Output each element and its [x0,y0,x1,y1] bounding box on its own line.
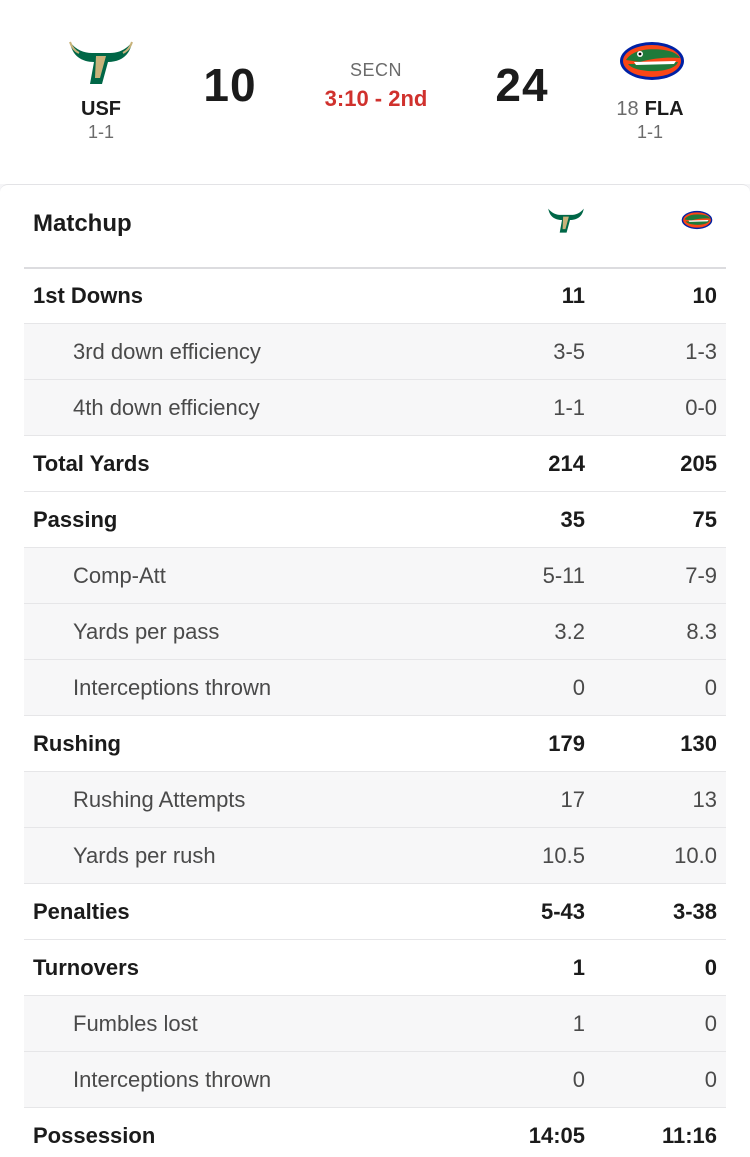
stat-row-yards-per-pass: Yards per pass 3.2 8.3 [24,604,726,660]
home-stat-value: 0 [704,675,717,700]
away-stat-value: 1 [572,955,585,980]
home-stat-value: 205 [680,451,717,476]
away-stat-value: 11 [561,283,585,308]
stat-label: 4th down efficiency [73,395,260,420]
stat-label: Total Yards [33,451,150,476]
usf-bull-horns-icon[interactable] [66,36,136,88]
stat-label: Passing [33,507,118,532]
stat-label: Rushing [33,731,121,756]
away-stat-value: 10.5 [542,843,585,868]
away-stat-value: 1 [572,1011,585,1036]
away-stat-value: 14:05 [528,1123,585,1148]
scoreboard-header: USF 1-1 10 SECN 3:10 - 2nd 24 18 FLA 1-1 [0,0,750,184]
home-team-record: 1-1 [636,122,663,142]
home-team-abbr-text: FLA [644,98,684,120]
matchup-header: Matchup [24,185,726,269]
stat-label: Interceptions thrown [73,675,272,700]
stat-row-turnover-interceptions: Interceptions thrown 0 0 [24,1052,726,1108]
home-score: 24 [495,59,549,111]
home-stat-value: 130 [680,731,717,756]
home-team-abbr[interactable]: 18 FLA [600,98,700,121]
stat-row-possession: Possession 14:05 11:16 [24,1108,726,1157]
away-score: 10 [203,59,257,111]
usf-column-icon [546,205,586,235]
stat-label: Turnovers [33,955,139,980]
home-stat-value: 10 [692,283,717,308]
home-stat-value: 7-9 [685,563,717,588]
stat-row-3rd-down-efficiency: 3rd down efficiency 3-5 1-3 [24,324,726,380]
stat-label: Yards per rush [73,843,216,868]
game-clock: 3:10 - 2nd [324,86,428,111]
home-stat-value: 13 [692,787,717,812]
home-stat-value: 75 [692,507,717,532]
stat-label: 3rd down efficiency [73,339,261,364]
stat-row-passing: Passing 35 75 [24,492,726,548]
stat-row-total-yards: Total Yards 214 205 [24,436,726,492]
away-stat-value: 214 [548,451,585,476]
matchup-card: Matchup 1st Downs 11 [0,184,750,1157]
home-stat-value: 0 [704,955,717,980]
stat-row-rushing-attempts: Rushing Attempts 17 13 [24,772,726,828]
away-stat-value: 17 [560,787,585,812]
stat-label: Yards per pass [73,619,220,644]
home-stat-value: 0-0 [685,395,717,420]
home-stat-value: 1-3 [685,339,717,364]
matchup-title: Matchup [33,210,132,237]
stat-label: Comp-Att [73,563,166,588]
away-stat-value: 0 [572,1067,585,1092]
stat-label: Interceptions thrown [73,1067,272,1092]
away-stat-value: 35 [560,507,585,532]
home-stat-value: 0 [704,1011,717,1036]
stat-row-1st-downs: 1st Downs 11 10 [24,268,726,324]
home-stat-value: 3-38 [672,899,717,924]
stat-row-4th-down-efficiency: 4th down efficiency 1-1 0-0 [24,380,726,436]
away-stat-value: 5-11 [542,563,585,588]
stat-label: Possession [33,1123,156,1148]
stat-row-penalties: Penalties 5-43 3-38 [24,884,726,940]
stat-row-comp-att: Comp-Att 5-11 7-9 [24,548,726,604]
away-stat-value: 3-5 [553,339,585,364]
stat-label: Penalties [33,899,130,924]
stat-label: 1st Downs [33,283,144,308]
stat-row-interceptions-thrown: Interceptions thrown 0 0 [24,660,726,716]
home-stat-value: 0 [704,1067,717,1092]
away-team-record: 1-1 [87,122,114,142]
home-stat-value: 10.0 [674,843,717,868]
stat-row-turnovers: Turnovers 1 0 [24,940,726,996]
stat-label: Fumbles lost [73,1011,198,1036]
florida-gator-icon[interactable] [618,38,686,84]
away-stat-value: 5-43 [540,899,585,924]
stats-table: 1st Downs 11 10 3rd down efficiency 3-5 … [24,268,726,1157]
away-stat-value: 3.2 [554,619,585,644]
home-team-rank: 18 [616,98,639,120]
stat-label: Rushing Attempts [73,787,246,812]
away-stat-value: 179 [548,731,585,756]
stat-row-rushing: Rushing 179 130 [24,716,726,772]
home-stat-value: 8.3 [686,619,717,644]
away-stat-value: 1-1 [553,395,585,420]
stat-row-fumbles-lost: Fumbles lost 1 0 [24,996,726,1052]
stat-row-yards-per-rush: Yards per rush 10.5 10.0 [24,828,726,884]
away-team-abbr[interactable]: USF [81,98,121,120]
away-stat-value: 0 [572,675,585,700]
florida-column-icon [678,209,716,231]
broadcast-network: SECN [349,60,402,80]
home-stat-value: 11:16 [661,1123,717,1148]
